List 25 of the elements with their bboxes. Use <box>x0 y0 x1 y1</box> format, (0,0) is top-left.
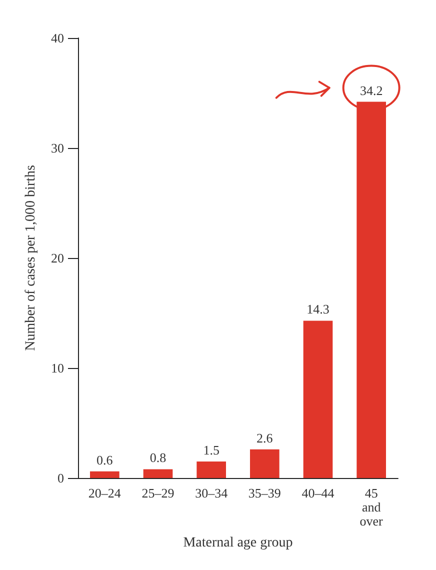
bar <box>143 469 173 478</box>
data-label: 1.5 <box>203 442 220 458</box>
bar <box>356 102 386 478</box>
y-tick-label: 20 <box>51 250 64 266</box>
x-tick-label: 20–24 <box>88 486 122 500</box>
y-axis-title: Number of cases per 1,000 births <box>24 165 38 351</box>
y-tick-label: 0 <box>58 470 64 486</box>
x-tick-label: 30–34 <box>195 486 228 500</box>
x-tick-label: 45 and over <box>360 486 384 528</box>
data-label: 2.6 <box>256 430 274 446</box>
data-label: 14.3 <box>306 302 330 317</box>
bar <box>90 471 120 478</box>
x-tick-label: 35–39 <box>248 486 281 500</box>
data-label: 0.6 <box>96 452 114 468</box>
x-tick-label: 40–44 <box>302 486 335 500</box>
data-label: 0.8 <box>150 450 166 466</box>
bar <box>250 449 280 478</box>
bar <box>196 462 226 478</box>
x-axis-title: Maternal age group <box>183 536 293 550</box>
data-label: 34.2 <box>360 82 383 98</box>
y-tick-label: 30 <box>51 140 64 156</box>
y-tick-label: 40 <box>51 30 64 46</box>
y-tick-label: 10 <box>51 360 64 376</box>
x-tick-label: 25–29 <box>142 486 174 500</box>
bar <box>303 320 333 478</box>
